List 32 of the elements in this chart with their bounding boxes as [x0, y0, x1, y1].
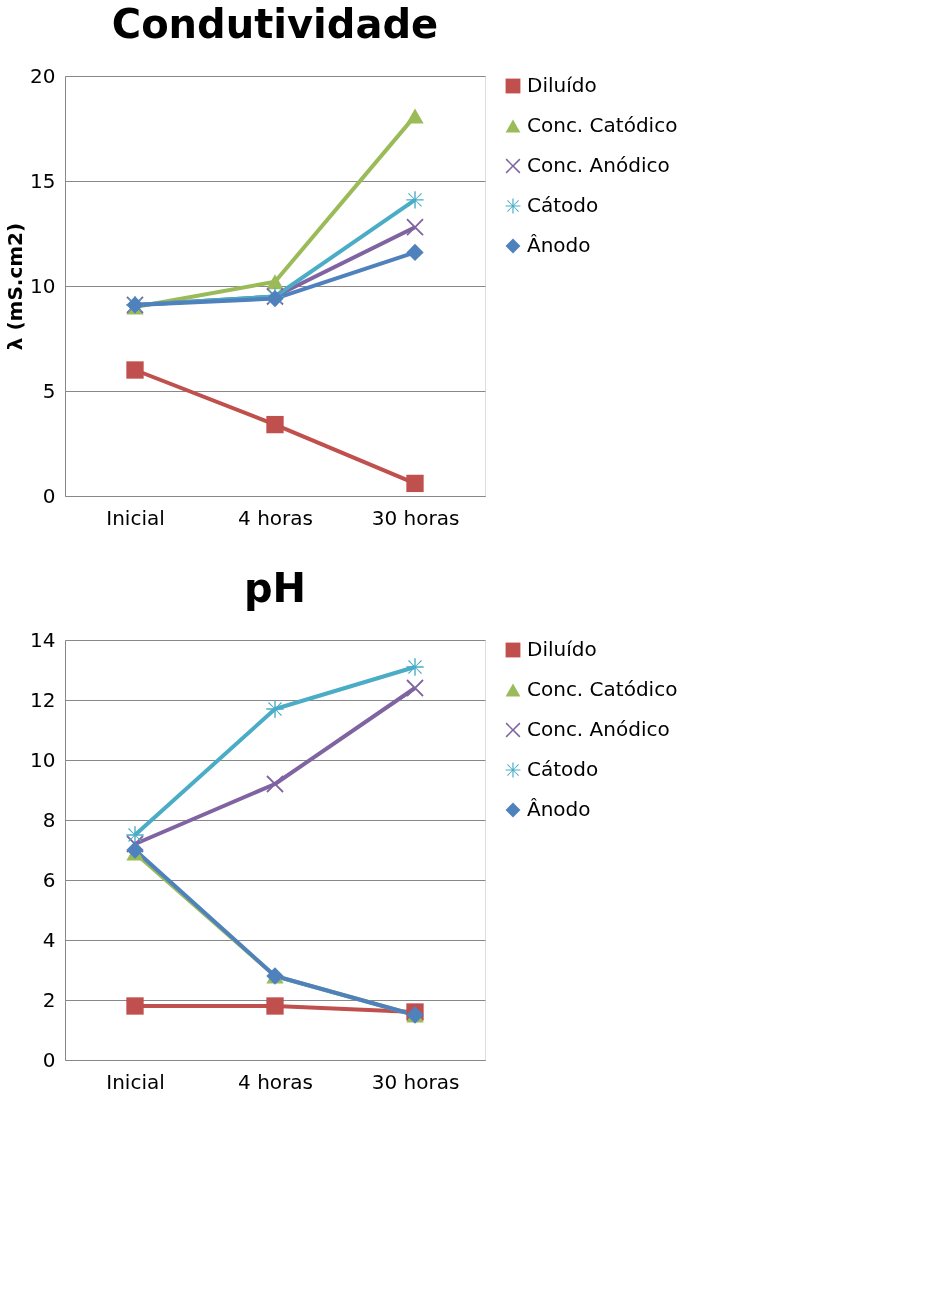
y-tick-label: 20	[30, 63, 56, 88]
legend-label: Cátodo	[527, 193, 599, 217]
y-tick-label: 10	[30, 747, 56, 772]
legend-label: Conc. Catódico	[527, 677, 678, 701]
y-tick-label: 2	[42, 987, 56, 1012]
legend-label: Conc. Anódico	[527, 717, 670, 741]
y-tick-label: 8	[42, 807, 56, 832]
y-tick-label: 10	[30, 273, 56, 298]
x-tick-label: Inicial	[106, 1069, 165, 1094]
legend-label: Conc. Anódico	[527, 153, 670, 177]
legend-label: Diluído	[527, 637, 597, 661]
legend-label: Cátodo	[527, 757, 599, 781]
y-tick-label: 0	[42, 483, 56, 508]
x-tick-label: 30 horas	[371, 1069, 460, 1094]
y-tick-label: 0	[42, 1047, 56, 1072]
legend-label: Ânodo	[527, 797, 591, 821]
y-axis-title: λ (mS.cm2)	[3, 222, 28, 351]
x-tick-label: Inicial	[106, 505, 165, 530]
y-tick-label: 4	[42, 927, 56, 952]
legend-label: Diluído	[527, 73, 597, 97]
y-tick-label: 6	[42, 867, 56, 892]
y-tick-label: 5	[42, 378, 56, 403]
x-tick-label: 4 horas	[238, 1069, 313, 1094]
legend-label: Conc. Catódico	[527, 113, 678, 137]
y-tick-label: 15	[30, 168, 56, 193]
x-tick-label: 4 horas	[238, 505, 313, 530]
legend-label: Ânodo	[527, 233, 591, 257]
chart-title: pH	[243, 565, 307, 611]
y-tick-label: 12	[30, 687, 56, 712]
chart-title: Condutividade	[111, 1, 439, 47]
x-tick-label: 30 horas	[371, 505, 460, 530]
y-tick-label: 14	[30, 627, 56, 652]
